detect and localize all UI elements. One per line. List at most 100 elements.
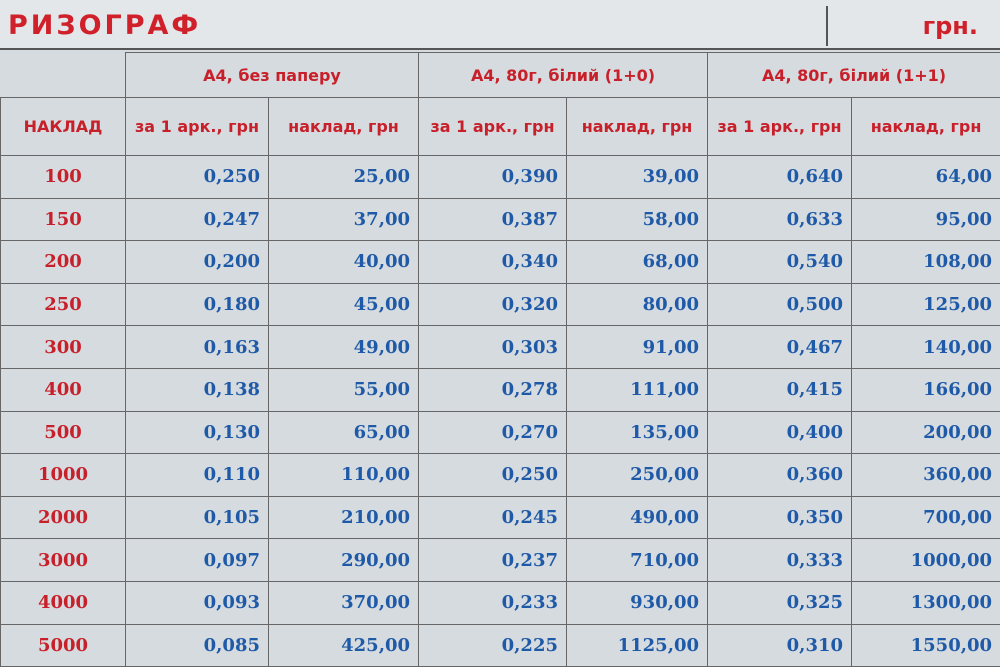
price: 135,00 <box>566 410 709 455</box>
price: 0,250 <box>418 453 568 497</box>
price: 125,00 <box>851 282 1000 327</box>
price: 370,00 <box>267 580 420 625</box>
column-header: за 1 арк., грн <box>125 97 269 156</box>
price: 0,325 <box>707 580 853 625</box>
column-header: наклад, грн <box>851 97 1000 156</box>
price: 95,00 <box>851 197 1000 242</box>
quantity: 150 <box>0 197 126 242</box>
price: 49,00 <box>267 325 420 369</box>
price: 0,340 <box>418 240 568 284</box>
title: РИЗОГРАФ <box>8 10 202 41</box>
price: 700,00 <box>851 495 1000 540</box>
price: 0,085 <box>125 623 269 667</box>
price: 0,093 <box>125 580 269 625</box>
row: 500 0,130 65,00 0,270 135,00 0,400 200,00 <box>0 410 1000 455</box>
price: 490,00 <box>566 495 709 540</box>
price: 64,00 <box>851 155 1000 199</box>
column-header: наклад, грн <box>267 97 420 156</box>
row: 100 0,250 25,00 0,390 39,00 0,640 64,00 <box>0 155 1000 199</box>
quantity: 200 <box>0 240 126 284</box>
price: 37,00 <box>267 197 420 242</box>
price: 166,00 <box>851 367 1000 412</box>
price: 1125,00 <box>566 623 709 667</box>
price: 0,360 <box>707 453 853 497</box>
quantity: 1000 <box>0 453 126 497</box>
column-header: за 1 арк., грн <box>418 97 568 156</box>
quantity: 4000 <box>0 580 126 625</box>
quantity: 5000 <box>0 623 126 667</box>
price: 91,00 <box>566 325 709 369</box>
price: 0,320 <box>418 282 568 327</box>
quantity: 500 <box>0 410 126 455</box>
group-row: А4, без паперу А4, 80г, білий (1+0) А4, 80… <box>0 52 1000 98</box>
price: 250,00 <box>566 453 709 497</box>
price: 1000,00 <box>851 538 1000 582</box>
price: 140,00 <box>851 325 1000 369</box>
price: 0,245 <box>418 495 568 540</box>
price: 0,350 <box>707 495 853 540</box>
price: 0,415 <box>707 367 853 412</box>
price: 0,540 <box>707 240 853 284</box>
group-header: А4, 80г, білий (1+1) <box>707 52 1000 98</box>
quantity: 400 <box>0 367 126 412</box>
row: 150 0,247 37,00 0,387 58,00 0,633 95,00 <box>0 197 1000 242</box>
quantity: 100 <box>0 155 126 199</box>
row: 4000 0,093 370,00 0,233 930,00 0,325 1300,00 <box>0 580 1000 625</box>
price: 0,247 <box>125 197 269 242</box>
price: 0,467 <box>707 325 853 369</box>
price: 425,00 <box>267 623 420 667</box>
price: 0,390 <box>418 155 568 199</box>
price: 65,00 <box>267 410 420 455</box>
price: 39,00 <box>566 155 709 199</box>
quantity: 3000 <box>0 538 126 582</box>
price: 290,00 <box>267 538 420 582</box>
price: 111,00 <box>566 367 709 412</box>
quantity: 250 <box>0 282 126 327</box>
price: 0,237 <box>418 538 568 582</box>
price: 0,400 <box>707 410 853 455</box>
price: 930,00 <box>566 580 709 625</box>
price: 0,310 <box>707 623 853 667</box>
price: 0,270 <box>418 410 568 455</box>
price: 1300,00 <box>851 580 1000 625</box>
row: 1000 0,110 110,00 0,250 250,00 0,360 360,00 <box>0 453 1000 497</box>
price: 0,303 <box>418 325 568 369</box>
group-header: А4, без паперу <box>124 52 420 98</box>
price: 360,00 <box>851 453 1000 497</box>
price: 110,00 <box>267 453 420 497</box>
column-header: наклад, грн <box>566 97 709 156</box>
row: 300 0,163 49,00 0,303 91,00 0,467 140,00 <box>0 325 1000 369</box>
price: 0,163 <box>125 325 269 369</box>
price: 25,00 <box>267 155 420 199</box>
column-header: за 1 арк., грн <box>707 97 853 156</box>
price: 710,00 <box>566 538 709 582</box>
price: 0,138 <box>125 367 269 412</box>
group-header: А4, 80г, білий (1+0) <box>418 52 709 98</box>
row: 200 0,200 40,00 0,340 68,00 0,540 108,00 <box>0 240 1000 284</box>
price: 68,00 <box>566 240 709 284</box>
price: 108,00 <box>851 240 1000 284</box>
price: 0,640 <box>707 155 853 199</box>
price: 0,233 <box>418 580 568 625</box>
unit: грн. <box>826 6 996 46</box>
row: 250 0,180 45,00 0,320 80,00 0,500 125,00 <box>0 282 1000 327</box>
row: 400 0,138 55,00 0,278 111,00 0,415 166,00 <box>0 367 1000 412</box>
price: 0,500 <box>707 282 853 327</box>
row: 5000 0,085 425,00 0,225 1125,00 0,310 1550,00 <box>0 623 1000 667</box>
row: 2000 0,105 210,00 0,245 490,00 0,350 700,00 <box>0 495 1000 540</box>
price: 0,387 <box>418 197 568 242</box>
price: 0,250 <box>125 155 269 199</box>
price: 0,278 <box>418 367 568 412</box>
price-table: А4, без паперу А4, 80г, білий (1+0) А4, 80… <box>0 52 1000 667</box>
corner <box>0 52 126 98</box>
price: 80,00 <box>566 282 709 327</box>
quantity: 2000 <box>0 495 126 540</box>
row: 3000 0,097 290,00 0,237 710,00 0,333 1000,00 <box>0 538 1000 582</box>
price: 0,105 <box>125 495 269 540</box>
price: 0,200 <box>125 240 269 284</box>
price: 45,00 <box>267 282 420 327</box>
price: 1550,00 <box>851 623 1000 667</box>
price: 0,180 <box>125 282 269 327</box>
price: 0,110 <box>125 453 269 497</box>
